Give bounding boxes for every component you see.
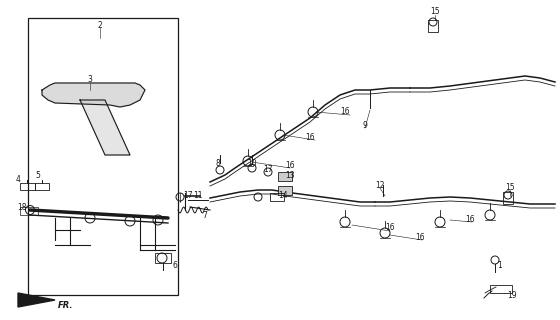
Text: 10: 10 xyxy=(247,158,257,167)
Text: 14: 14 xyxy=(278,190,288,199)
Text: 16: 16 xyxy=(385,223,395,233)
Text: 8: 8 xyxy=(216,158,221,167)
Text: 17: 17 xyxy=(263,165,273,174)
Text: 13: 13 xyxy=(285,171,295,180)
Text: 3: 3 xyxy=(87,76,92,84)
Text: 4: 4 xyxy=(16,175,20,185)
Text: 16: 16 xyxy=(465,215,475,225)
Text: FR.: FR. xyxy=(58,300,73,309)
Text: 15: 15 xyxy=(430,7,440,17)
Text: 11: 11 xyxy=(193,190,203,199)
Text: 16: 16 xyxy=(305,133,315,142)
Text: 7: 7 xyxy=(203,211,207,220)
Text: 1: 1 xyxy=(498,260,502,269)
Text: 16: 16 xyxy=(415,234,425,243)
Polygon shape xyxy=(80,100,130,155)
Bar xyxy=(35,183,49,190)
Text: 9: 9 xyxy=(362,121,367,130)
Text: 16: 16 xyxy=(340,108,350,116)
Bar xyxy=(155,253,171,263)
Text: 12: 12 xyxy=(375,181,385,190)
Bar xyxy=(278,186,292,195)
Bar xyxy=(428,20,438,32)
Bar xyxy=(270,193,284,201)
Bar xyxy=(20,183,35,190)
Text: 15: 15 xyxy=(505,183,515,193)
Text: 6: 6 xyxy=(172,260,178,269)
Bar xyxy=(503,192,513,204)
Bar xyxy=(278,172,292,181)
Bar xyxy=(490,285,512,293)
Polygon shape xyxy=(42,83,145,107)
Text: 18: 18 xyxy=(17,203,27,212)
Text: 17: 17 xyxy=(183,190,193,199)
Bar xyxy=(28,18,178,295)
Text: 5: 5 xyxy=(36,171,40,180)
Text: 16: 16 xyxy=(285,161,295,170)
Polygon shape xyxy=(18,293,55,307)
Text: 19: 19 xyxy=(507,291,517,300)
Bar xyxy=(20,207,38,215)
Text: 2: 2 xyxy=(97,20,102,29)
